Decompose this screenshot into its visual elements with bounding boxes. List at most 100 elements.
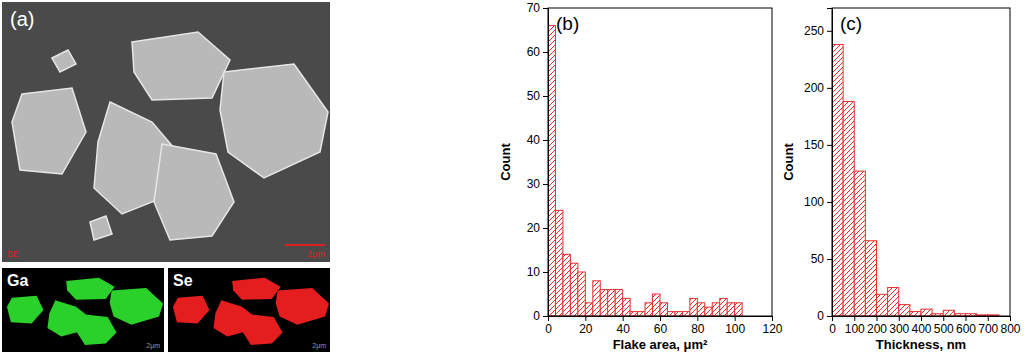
y-tick-mark <box>543 228 548 229</box>
x-tick-label: 120 <box>762 322 782 336</box>
bars <box>832 45 999 316</box>
x-tick-label: 20 <box>579 322 593 336</box>
plot-frame <box>548 8 772 316</box>
bar <box>653 294 660 316</box>
y-tick-label: 0 <box>533 309 540 323</box>
x-tick-mark <box>623 316 624 321</box>
x-tick-label: 400 <box>911 322 931 336</box>
y-axis: 010203040506070 <box>527 1 549 323</box>
x-axis-title: Flake area, μm² <box>613 337 708 352</box>
y-tick-mark <box>827 88 832 89</box>
bar <box>608 290 615 316</box>
x-tick-mark <box>735 316 736 321</box>
y-tick: 20 <box>527 221 548 235</box>
x-tick: 40 <box>616 316 630 336</box>
scale-bar <box>285 244 325 246</box>
bar <box>720 298 727 316</box>
y-tick: 50 <box>811 252 832 266</box>
y-tick-label: 30 <box>527 177 541 191</box>
bar <box>712 303 719 316</box>
flake <box>90 216 112 240</box>
flake <box>154 144 234 240</box>
bar <box>630 312 637 316</box>
bar <box>660 303 667 316</box>
bar <box>727 303 734 316</box>
y-tick-mark <box>543 52 548 53</box>
bar <box>600 290 607 316</box>
y-tick-label: 50 <box>811 252 825 266</box>
x-tick-label: 80 <box>691 322 705 336</box>
bar <box>690 298 697 316</box>
map-blob <box>243 314 283 345</box>
y-tick-label: 40 <box>527 133 541 147</box>
y-tick-mark <box>827 145 832 146</box>
bar <box>585 303 592 316</box>
bar <box>899 305 910 316</box>
x-axis: 020406080100120 <box>545 316 783 336</box>
x-tick: 120 <box>762 316 782 336</box>
y-tick: 0 <box>533 309 548 323</box>
x-tick: 400 <box>911 316 931 336</box>
y-tick-mark <box>827 316 832 317</box>
y-tick: 200 <box>804 81 832 95</box>
map-blob <box>276 288 329 325</box>
bar <box>548 26 555 316</box>
map-background <box>168 268 330 352</box>
y-tick: 150 <box>804 138 832 152</box>
x-axis: 0 100200300400500600700800 <box>829 316 1021 336</box>
element-map: Ga2μm <box>2 268 164 352</box>
x-tick: 20 <box>579 316 593 336</box>
map-blob <box>173 296 210 324</box>
y-tick-label: 10 <box>527 265 541 279</box>
bar <box>705 307 712 316</box>
y-tick: 0 <box>817 309 832 323</box>
x-tick: 800 <box>1000 316 1020 336</box>
y-tick-label: 100 <box>804 195 824 209</box>
y-tick-label: 0 <box>817 309 824 323</box>
x-tick-label: 200 <box>867 322 887 336</box>
y-tick-label: 60 <box>527 45 541 59</box>
x-tick: 60 <box>654 316 668 336</box>
bars <box>548 26 742 316</box>
x-tick-label: 60 <box>654 322 668 336</box>
x-tick: 700 <box>978 316 998 336</box>
y-tick-mark <box>827 31 832 32</box>
axis-line <box>549 317 773 322</box>
x-tick: 0 <box>829 316 836 336</box>
y-tick: 250 <box>804 24 832 38</box>
x-tick-label: 40 <box>616 322 630 336</box>
y-tick: 60 <box>527 45 548 59</box>
y-tick-label: 20 <box>527 221 541 235</box>
bar <box>943 310 954 316</box>
bar <box>865 241 876 316</box>
x-tick: 100 <box>845 316 865 336</box>
x-tick-label: 300 <box>889 322 909 336</box>
y-tick: 40 <box>527 133 548 147</box>
y-tick-mark <box>543 272 548 273</box>
x-tick: 500 <box>934 316 954 336</box>
y-tick-mark <box>543 316 548 317</box>
x-tick-label: 600 <box>956 322 976 336</box>
x-tick-mark <box>660 316 661 321</box>
y-tick: 30 <box>527 177 548 191</box>
x-tick-label: 0 <box>545 322 552 336</box>
x-tick-mark <box>854 316 855 321</box>
map-scale-label: 2μm <box>312 342 326 350</box>
panel-label: (a) <box>10 8 34 30</box>
map-blob <box>232 278 280 300</box>
map-blob <box>110 288 163 325</box>
bar <box>623 298 630 316</box>
y-tick: 70 <box>527 1 548 15</box>
y-axis: 0 50 100 150 200 250 <box>804 9 833 324</box>
flake <box>12 88 86 174</box>
bar <box>910 311 921 316</box>
bar <box>675 312 682 316</box>
element-map: Se2μm <box>168 268 330 352</box>
x-tick: 0 <box>545 316 552 336</box>
map-background <box>2 268 164 352</box>
x-tick: 600 <box>956 316 976 336</box>
bar <box>563 254 570 316</box>
y-tick-mark <box>543 8 548 9</box>
x-tick-mark <box>697 316 698 321</box>
x-tick-mark <box>943 316 944 321</box>
